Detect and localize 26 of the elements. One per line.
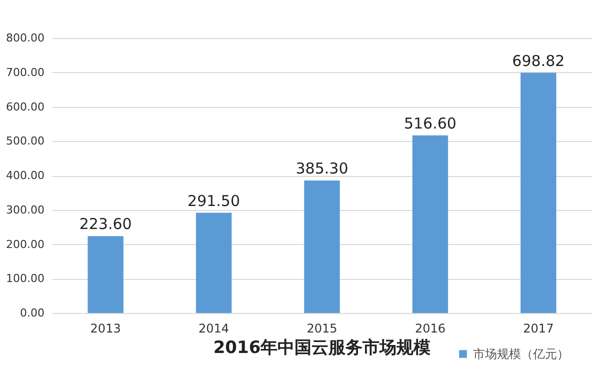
y-tick-label: 600.00	[6, 100, 44, 114]
x-tick-label: 2014	[198, 322, 230, 336]
x-tick-label: 2015	[306, 322, 338, 336]
y-tick-label: 800.00	[6, 32, 44, 44]
data-label: 385.30	[296, 160, 348, 178]
y-tick-label: 100.00	[6, 272, 44, 286]
x-tick-label: 2016	[414, 322, 446, 336]
bar	[412, 135, 448, 313]
y-tick-label: 300.00	[6, 203, 44, 216]
data-label: 291.50	[188, 192, 240, 210]
text: 2016年中国云服务市场规模	[213, 338, 431, 358]
data-label: 223.60	[79, 215, 132, 234]
legend-label: 市场规模（亿元）	[473, 347, 569, 361]
bar	[88, 236, 124, 313]
bar	[520, 72, 556, 313]
y-tick-label: 700.00	[6, 66, 44, 79]
data-label: 698.82	[512, 52, 565, 70]
data-label: 516.60	[404, 114, 456, 132]
y-tick-label: 0.00	[20, 306, 44, 320]
bar	[304, 180, 340, 313]
x-tick-label: 2013	[90, 322, 121, 336]
bar	[196, 212, 232, 313]
y-tick-label: 500.00	[6, 134, 44, 148]
y-tick-label: 400.00	[6, 169, 44, 182]
y-tick-label: 200.00	[6, 238, 44, 251]
x-tick-label: 2017	[523, 322, 554, 336]
